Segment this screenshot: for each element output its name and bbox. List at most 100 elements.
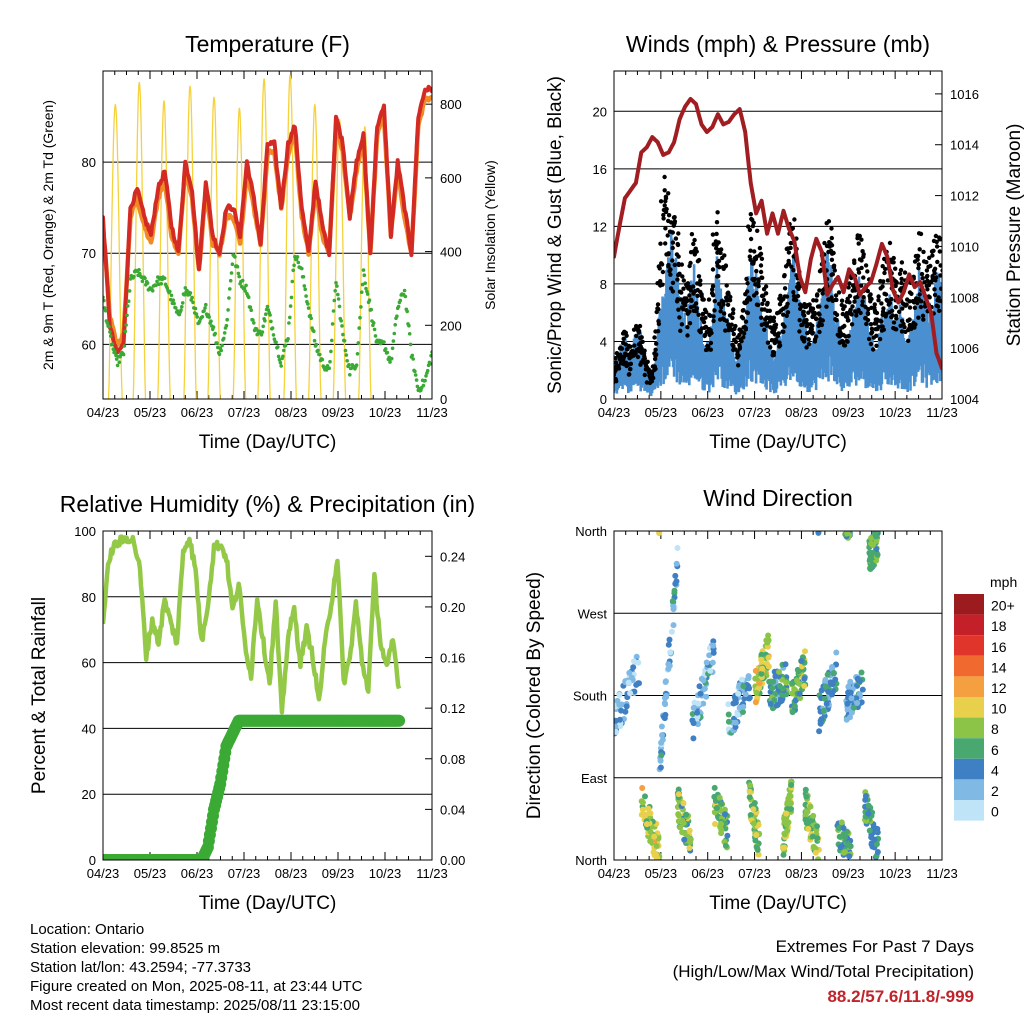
y2-tick-label: 0.12 [440,701,465,716]
gust-point [675,242,681,248]
direction-point [816,728,823,735]
dewpoint-point [240,278,245,283]
dewpoint-point [407,323,411,328]
gust-point [704,309,709,315]
direction-point [686,845,693,851]
y2-tick-label: 0 [440,392,447,407]
direction-point [614,729,620,735]
direction-point [616,691,623,698]
direction-point [718,820,724,827]
gust-point [736,353,741,358]
gust-point [884,311,889,317]
dewpoint-point [235,264,240,269]
gust-point [907,305,913,310]
gust-point [891,320,897,325]
direction-point [718,827,725,833]
dewpoint-point [268,313,272,317]
dewpoint-point [388,360,392,364]
gust-point [666,264,671,269]
x-tick-label: 07/23 [738,866,771,881]
y-tick-label: East [581,771,607,786]
gust-point [879,301,884,306]
direction-point [833,649,840,656]
gust-point [782,324,787,329]
gust-point [677,271,682,277]
direction-point [711,784,718,791]
gust-point [723,264,728,269]
x-axis-label: Time (Day/UTC) [199,432,337,453]
direction-point [771,697,778,703]
dewpoint-point [359,290,364,295]
dewpoint-point [402,288,407,293]
direction-point [690,735,697,742]
direction-point [758,656,765,663]
gust-point [653,329,658,334]
gust-point [632,343,637,348]
gust-point [836,290,842,295]
dewpoint-point [244,283,248,288]
gust-point [677,315,682,320]
legend-swatch [954,779,984,800]
gust-point [817,312,822,317]
gust-point [830,251,835,256]
y2-tick-label: 0.04 [440,802,465,817]
y2-tick-label: 600 [440,171,462,186]
dewpoint-point [159,282,164,286]
gust-point [781,312,786,317]
direction-point [659,732,665,739]
direction-point [869,549,876,556]
dewpoint-point [236,271,241,276]
dewpoint-point [363,281,368,286]
dewpoint-point [194,312,199,316]
direction-point [756,680,763,687]
dewpoint-point [362,273,367,278]
gust-point [938,273,942,278]
direction-point [646,810,652,817]
gust-point [668,272,673,277]
direction-point [740,709,746,715]
direction-point [758,651,765,658]
gust-point [869,326,875,331]
dewpoint-point [282,348,286,353]
gust-point [652,367,657,373]
gust-point [800,322,805,327]
direction-point [815,856,822,860]
gust-point [890,313,895,318]
gust-point [729,322,734,327]
gust-point [642,372,647,378]
dewpoint-point [191,300,195,305]
gust-point [806,337,811,342]
direction-point [840,825,847,832]
direction-point [746,685,753,692]
direction-point [651,833,658,840]
dewpoint-point [292,263,296,268]
direction-point [868,834,875,841]
dewpoint-point [428,362,432,366]
gust-point [804,317,809,323]
direction-point [740,703,747,710]
direction-point [639,806,646,813]
gust-point [621,336,626,341]
gust-point [839,298,845,303]
gust-point [730,315,735,321]
gust-point [737,344,743,350]
dewpoint-point [145,281,150,285]
direction-point [824,671,831,678]
gust-point [824,304,829,309]
gust-point [702,333,707,339]
chart-title: Relative Humidity (%) & Precipitation (i… [60,491,475,517]
direction-point [679,817,686,824]
y-tick-label: 80 [82,590,96,605]
direction-point [836,833,843,840]
direction-point [844,531,851,537]
gust-point [771,315,777,320]
gust-point [658,241,663,246]
dewpoint-point [342,339,347,343]
dewpoint-point [403,294,408,299]
gust-point [700,312,705,317]
dewpoint-point [193,306,198,311]
gust-point [693,246,698,251]
direction-point [626,669,633,676]
direction-point [789,680,796,687]
